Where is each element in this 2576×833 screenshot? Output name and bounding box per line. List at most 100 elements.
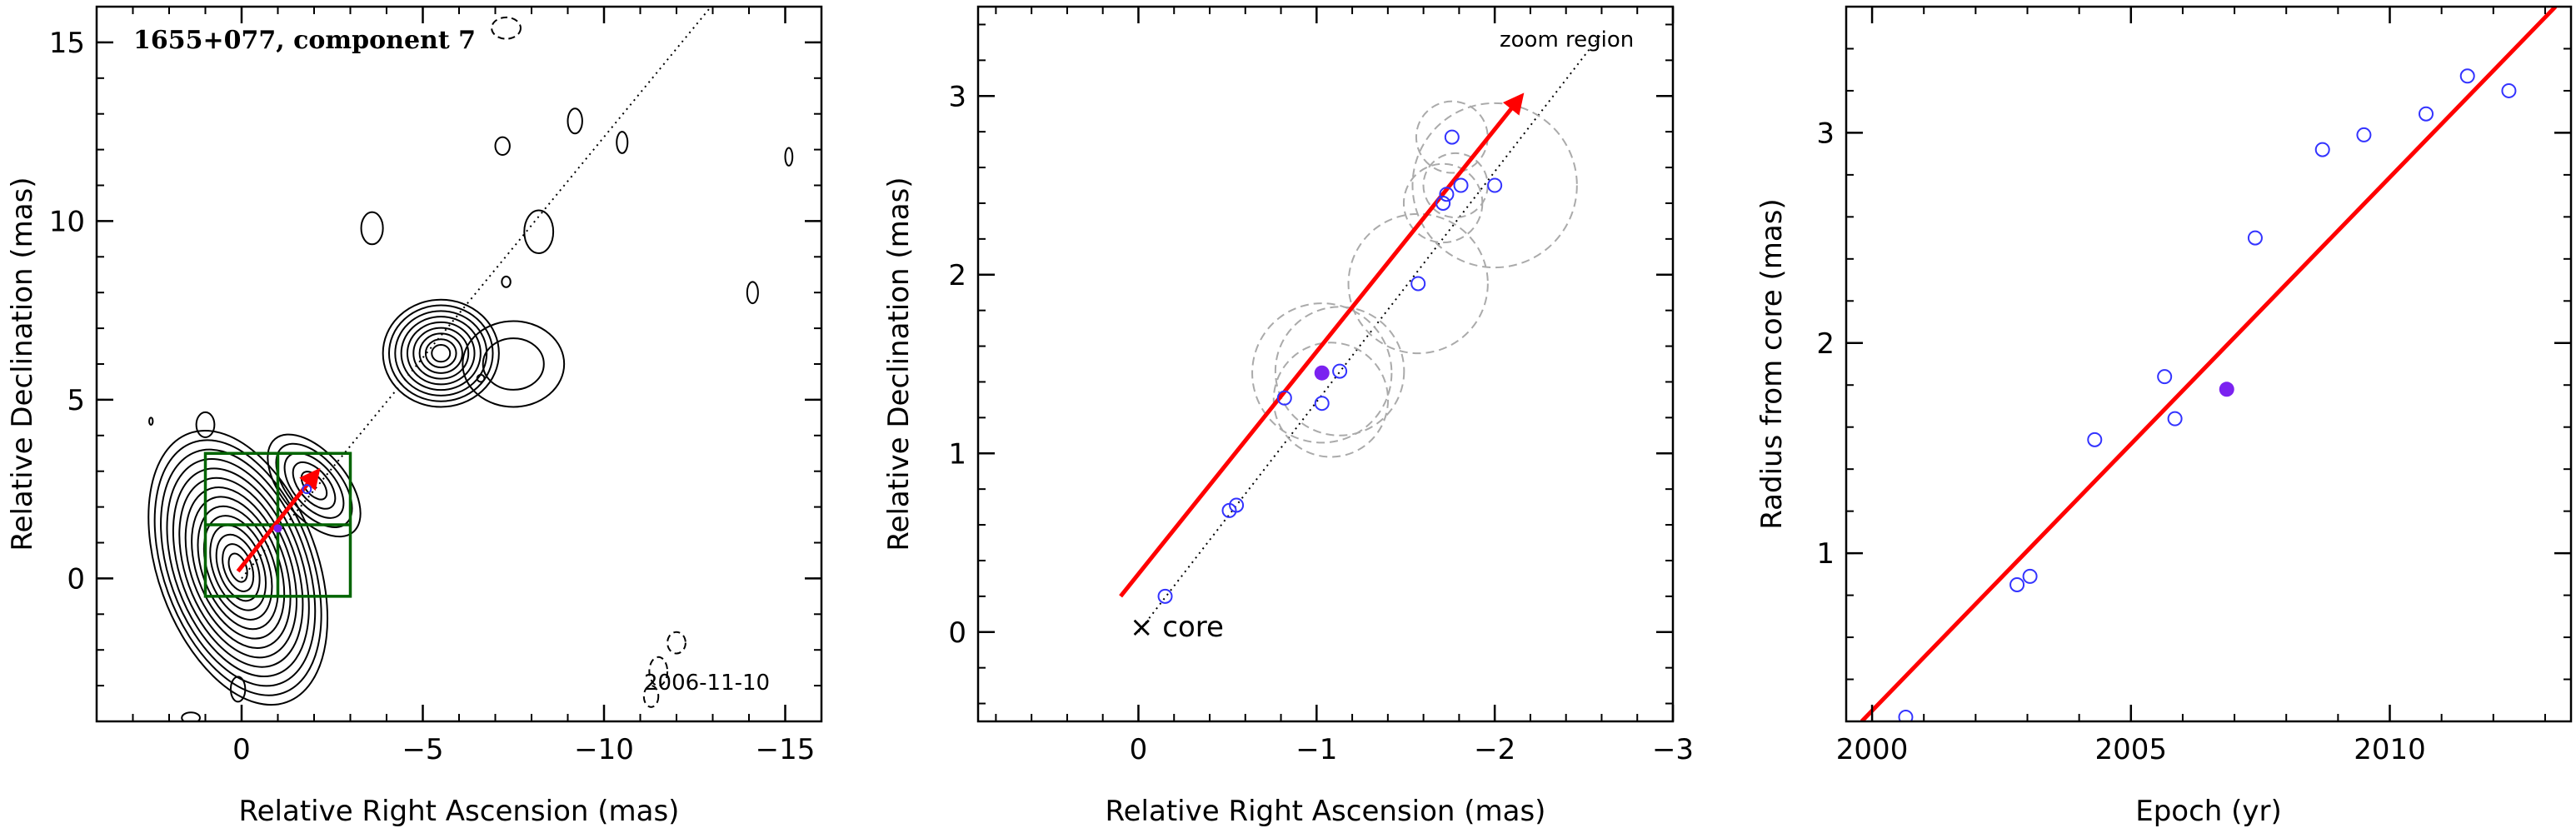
y-tick-label: 2 [948,259,966,292]
data-point [1439,187,1455,202]
data-point [1332,363,1348,379]
y-tick-label: 3 [1816,117,1835,150]
x-tick-label: 2000 [1836,733,1909,766]
motion-arrow [236,467,321,573]
trajectory-line [241,7,712,580]
x-tick-label: −1 [1295,733,1337,766]
data-point [2009,576,2025,592]
small-contour [494,136,511,157]
data-point [2501,82,2517,98]
data-point [2419,106,2434,122]
data-point [1229,497,1245,513]
x-tick-label: −10 [574,733,634,766]
data-point [2022,568,2038,584]
contour-axis-ticks: 0 −5 −10 −15 0 5 10 15 [49,6,822,766]
contour-level [191,496,286,640]
x-tick-label: 0 [1130,733,1148,766]
small-contour [501,275,512,288]
small-contour [642,685,660,708]
contour-level [292,461,337,510]
y-tick-label: 0 [948,616,966,650]
contour-xlabel: Relative Right Ascension (mas) [239,795,680,828]
error-circle [1251,302,1393,444]
error-circle [1274,306,1405,436]
contour-level [153,439,322,696]
fit-line [1860,7,2558,721]
highlight-point [2219,382,2234,397]
core-label: × core [1130,611,1224,644]
trajectory-line [1137,32,1603,633]
small-contour [523,209,555,255]
small-contour [181,711,201,721]
data-point [2087,431,2103,447]
contour-title: 1655+077, component 7 [133,26,476,55]
y-tick-label: 1 [1816,537,1835,571]
data-point [1444,129,1460,145]
small-contour [648,656,669,687]
small-contour [148,416,154,426]
small-contour [491,16,522,40]
radius-axis-ticks: 2000 2005 2010 1 2 3 [1816,6,2571,766]
x-tick-label: −3 [1652,733,1694,766]
small-contour [784,147,794,167]
contour-level [462,320,566,408]
x-tick-label: −5 [402,733,443,766]
radius-frame [1845,5,2573,723]
component-highlight-marker [273,524,282,533]
y-tick-label: 15 [49,27,85,60]
contour-level [387,304,494,402]
x-tick-label: −15 [756,733,816,766]
data-point [2167,411,2183,426]
radius-xlabel: Epoch (yr) [2135,795,2282,828]
data-point [1410,276,1426,292]
data-point [1898,709,1914,721]
y-tick-label: 5 [67,384,85,417]
small-contour [195,411,216,438]
x-tick-label: 0 [232,733,251,766]
contour-level [406,321,476,386]
data-point [2459,68,2475,84]
y-tick-label: 1 [948,437,966,471]
x-tick-label: 2005 [2095,733,2168,766]
zoom-axis-ticks: 0 −1 −2 −3 0 1 2 3 [948,7,1694,766]
data-point [1276,390,1292,406]
contour-level [424,338,457,369]
small-contour [746,281,759,305]
small-contour [229,676,247,703]
zoom-panel: 0 −1 −2 −3 0 1 2 3 × core zoom region Relative … [882,5,1694,828]
data-point [1487,177,1503,193]
contour-level [172,467,304,668]
error-circle [1415,100,1489,174]
component-marker [302,484,312,495]
contour-level [400,316,482,392]
data-point [2314,142,2330,157]
y-tick-label: 2 [1816,327,1835,361]
contour-epoch-label: 2006-11-10 [644,671,770,696]
small-contour [567,107,583,135]
data-point [2247,230,2263,246]
data-point [1157,588,1173,604]
contour-level [202,515,273,621]
contour-level [394,310,488,397]
contour-level [418,332,463,374]
radius-plot-area [1860,7,2558,721]
contour-level [166,458,310,678]
y-tick-label: 10 [49,205,85,238]
small-contour [476,373,486,383]
small-contour [360,211,384,246]
contour-level [382,298,500,408]
contour-level [412,327,470,380]
contour-level [209,524,267,611]
zoom-ylabel: Relative Declination (mas) [882,177,916,551]
zoom-region-label: zoom region [1500,27,1634,52]
zoom-frame [976,5,1675,723]
error-circle [1272,342,1390,458]
motion-arrow [1119,92,1525,598]
contour-level [222,543,255,592]
x-tick-label: 2010 [2354,733,2426,766]
data-point [1453,177,1469,193]
contour-level [431,343,452,363]
data-point [1435,195,1451,211]
contour-level [147,429,329,706]
